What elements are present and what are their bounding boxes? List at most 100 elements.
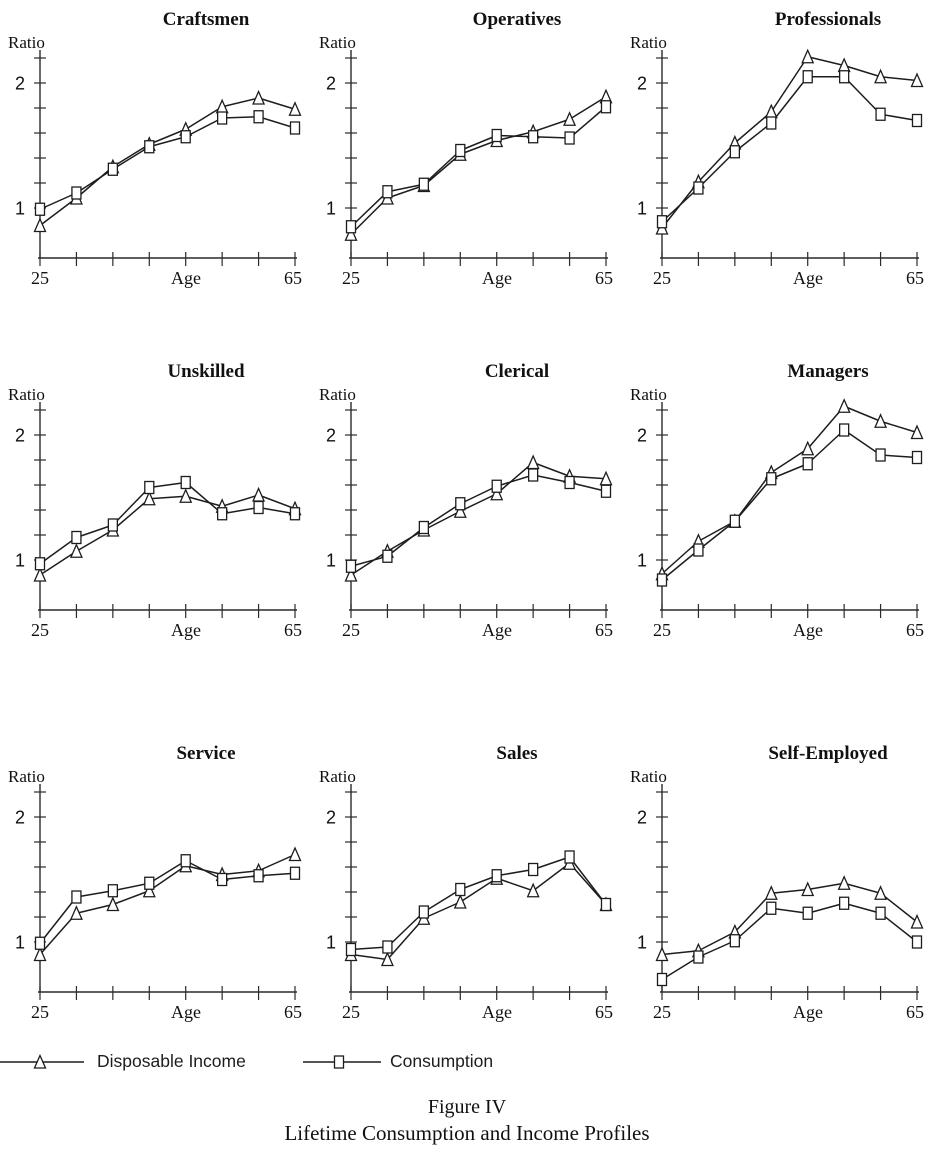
consumption-marker xyxy=(455,497,466,511)
income-marker xyxy=(142,882,156,898)
consumption-marker xyxy=(802,457,813,471)
income-marker xyxy=(106,896,120,912)
consumption-marker xyxy=(216,872,228,887)
consumption-marker xyxy=(600,897,612,912)
income-marker xyxy=(655,946,669,962)
consumption-marker xyxy=(693,950,704,964)
income-marker xyxy=(563,111,577,126)
consumption-marker xyxy=(144,480,155,495)
y-tick-label-2: 2 xyxy=(15,74,25,94)
consumption-marker xyxy=(71,530,82,545)
legend-triangle-icon xyxy=(0,1053,84,1069)
chart-panel-self-employed: Self-Employed Ratio 1 2 25 Age 65 xyxy=(622,734,934,1026)
y-axis-title: Ratio xyxy=(630,767,667,786)
consumption-marker xyxy=(144,140,155,154)
figure-number: Figure IV xyxy=(427,1096,507,1118)
x-tick-label-last: 65 xyxy=(284,620,302,640)
income-marker xyxy=(874,413,888,428)
consumption-marker xyxy=(71,890,82,904)
x-tick-label-last: 65 xyxy=(284,1002,302,1022)
legend-square-marker xyxy=(333,1055,345,1069)
consumption-marker xyxy=(491,869,502,883)
consumption-marker xyxy=(418,520,430,535)
consumption-marker xyxy=(838,70,850,84)
legend-label-consumption: Consumption xyxy=(390,1051,494,1071)
y-tick-label-2: 2 xyxy=(637,426,647,446)
chart-panel-professionals: Professionals Ratio 1 2 25 Age 65 xyxy=(622,0,934,292)
chart-panel-craftsmen: Craftsmen Ratio 1 2 25 Age 65 xyxy=(0,0,312,292)
x-axis-title: Age xyxy=(482,620,512,640)
consumption-marker xyxy=(838,896,850,910)
income-marker xyxy=(874,885,888,900)
income-marker xyxy=(910,72,924,88)
y-axis-title: Ratio xyxy=(8,385,45,404)
y-tick-label-1: 1 xyxy=(15,199,25,219)
consumption-marker xyxy=(382,549,393,563)
consumption-marker xyxy=(418,177,430,191)
income-marker xyxy=(344,566,358,582)
consumption-marker xyxy=(693,543,704,557)
consumption-marker xyxy=(838,423,850,437)
y-axis-title: Ratio xyxy=(630,33,667,52)
income-marker xyxy=(801,881,815,897)
y-tick-label-2: 2 xyxy=(15,426,25,446)
income-marker xyxy=(910,913,924,929)
panel-title: Clerical xyxy=(485,361,549,382)
consumption-line xyxy=(350,106,607,228)
consumption-marker xyxy=(875,107,886,121)
chart-panel-sales: Sales Ratio 1 2 25 Age 65 xyxy=(311,734,623,1026)
chart-panel-managers: Managers Ratio 1 2 25 Age 65 xyxy=(622,352,934,644)
consumption-marker xyxy=(455,882,466,897)
y-tick-label-2: 2 xyxy=(637,808,647,828)
legend-label-disposable-income: Disposable Income xyxy=(97,1051,246,1071)
income-marker xyxy=(179,488,193,503)
income-line xyxy=(350,96,607,235)
consumption-marker xyxy=(34,557,46,571)
x-tick-label-last: 65 xyxy=(284,268,302,288)
consumption-marker xyxy=(564,850,575,864)
y-tick-label-1: 1 xyxy=(15,933,25,953)
income-marker xyxy=(69,905,83,920)
figure-title: Lifetime Consumption and Income Profiles xyxy=(284,1121,650,1145)
consumption-line xyxy=(350,474,607,567)
x-tick-label-first: 25 xyxy=(31,268,49,288)
y-tick-label-2: 2 xyxy=(326,74,336,94)
x-tick-label-first: 25 xyxy=(342,1002,360,1022)
consumption-line xyxy=(661,429,918,581)
consumption-marker xyxy=(345,220,357,234)
consumption-marker xyxy=(802,906,813,920)
chart-panel-service: Service Ratio 1 2 25 Age 65 xyxy=(0,734,312,1026)
consumption-marker xyxy=(253,110,264,124)
chart-panel-unskilled: Unskilled Ratio 1 2 25 Age 65 xyxy=(0,352,312,644)
y-axis-title: Ratio xyxy=(319,33,356,52)
income-marker xyxy=(837,875,851,890)
income-marker xyxy=(33,946,47,962)
consumption-line xyxy=(39,481,296,565)
x-tick-label-last: 65 xyxy=(906,620,924,640)
panel-title: Operatives xyxy=(473,9,562,30)
consumption-marker xyxy=(911,113,923,128)
consumption-marker xyxy=(455,143,466,158)
consumption-marker xyxy=(656,573,668,587)
income-marker xyxy=(380,951,394,967)
consumption-marker xyxy=(382,185,393,199)
consumption-marker xyxy=(180,475,191,490)
figure-caption: Figure IV Lifetime Consumption and Incom… xyxy=(0,1094,934,1147)
income-line xyxy=(39,97,296,227)
panel-title: Craftsmen xyxy=(163,9,250,30)
x-tick-label-first: 25 xyxy=(342,620,360,640)
legend: Disposable Income Consumption xyxy=(0,1049,934,1077)
consumption-marker xyxy=(34,936,46,950)
consumption-marker xyxy=(345,559,357,573)
y-tick-label-2: 2 xyxy=(15,808,25,828)
income-marker xyxy=(288,101,302,116)
consumption-marker xyxy=(345,942,357,957)
consumption-marker xyxy=(656,972,668,987)
y-tick-label-2: 2 xyxy=(326,426,336,446)
panel-title: Self-Employed xyxy=(768,743,888,764)
consumption-marker xyxy=(600,100,612,114)
legend-square-icon xyxy=(303,1055,381,1069)
panel-title: Unskilled xyxy=(167,361,245,382)
consumption-marker xyxy=(180,130,191,144)
